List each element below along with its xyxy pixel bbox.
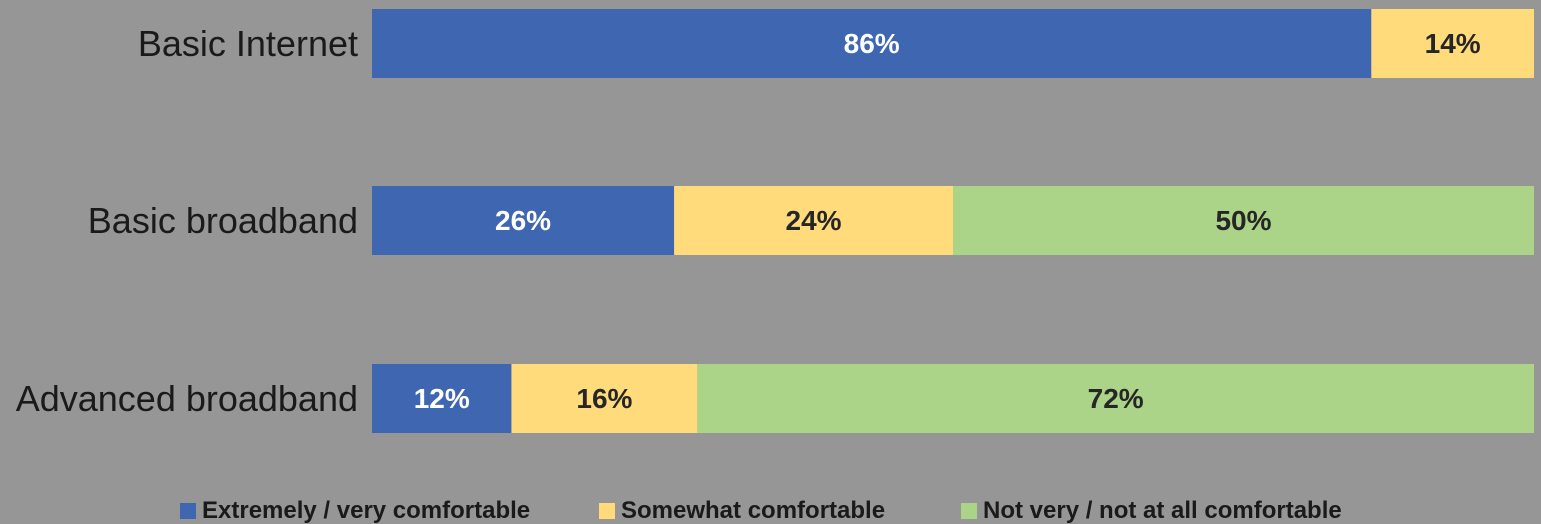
bar-basic-broadband-somewhat [674, 186, 953, 255]
value-label-basic-internet-somewhat: 14% [1425, 28, 1481, 59]
category-label-basic-internet: Basic Internet [138, 23, 358, 64]
legend-item-not-very: Not very / not at all comfortable [961, 498, 1342, 524]
category-label-basic-broadband: Basic broadband [88, 200, 358, 241]
category-labels: Basic Internet Basic broadband Advanced br… [16, 23, 358, 419]
legend-swatch-extremely [180, 503, 196, 519]
legend-swatch-not-very [961, 503, 977, 519]
bar-basic-internet-extremely [372, 9, 1372, 78]
value-label-advanced-broadband-not-very: 72% [1088, 383, 1144, 414]
bar-segments [372, 9, 1534, 433]
value-label-advanced-broadband-somewhat: 16% [576, 383, 632, 414]
legend-item-extremely: Extremely / very comfortable [180, 498, 530, 524]
bar-advanced-broadband-not-very [697, 364, 1534, 433]
bar-advanced-broadband-somewhat [511, 364, 698, 433]
value-label-basic-broadband-extremely: 26% [495, 205, 551, 236]
value-label-advanced-broadband-extremely: 12% [414, 383, 470, 414]
legend-label-not-very: Not very / not at all comfortable [983, 497, 1342, 524]
legend-swatch-somewhat [599, 503, 615, 519]
value-label-basic-internet-extremely: 86% [844, 28, 900, 59]
value-label-basic-broadband-somewhat: 24% [786, 205, 842, 236]
bar-advanced-broadband-extremely [372, 364, 512, 433]
legend-label-extremely: Extremely / very comfortable [202, 497, 531, 524]
stacked-bar-chart: Basic Internet Basic broadband Advanced br… [16, 9, 1534, 433]
value-label-basic-broadband-not-very: 50% [1215, 205, 1271, 236]
legend-label-somewhat: Somewhat comfortable [621, 497, 886, 524]
bar-basic-broadband-not-very [953, 186, 1534, 255]
bar-basic-broadband-extremely [372, 186, 675, 255]
legend-item-somewhat: Somewhat comfortable [599, 498, 885, 524]
legend: Extremely / very comfortable Somewhat co… [0, 498, 1541, 524]
bar-basic-internet-somewhat [1371, 9, 1534, 78]
category-label-advanced-broadband: Advanced broadband [16, 378, 358, 419]
value-labels: 86% 14% 26% 24% 50% 12% 16% 72% [414, 28, 1481, 414]
